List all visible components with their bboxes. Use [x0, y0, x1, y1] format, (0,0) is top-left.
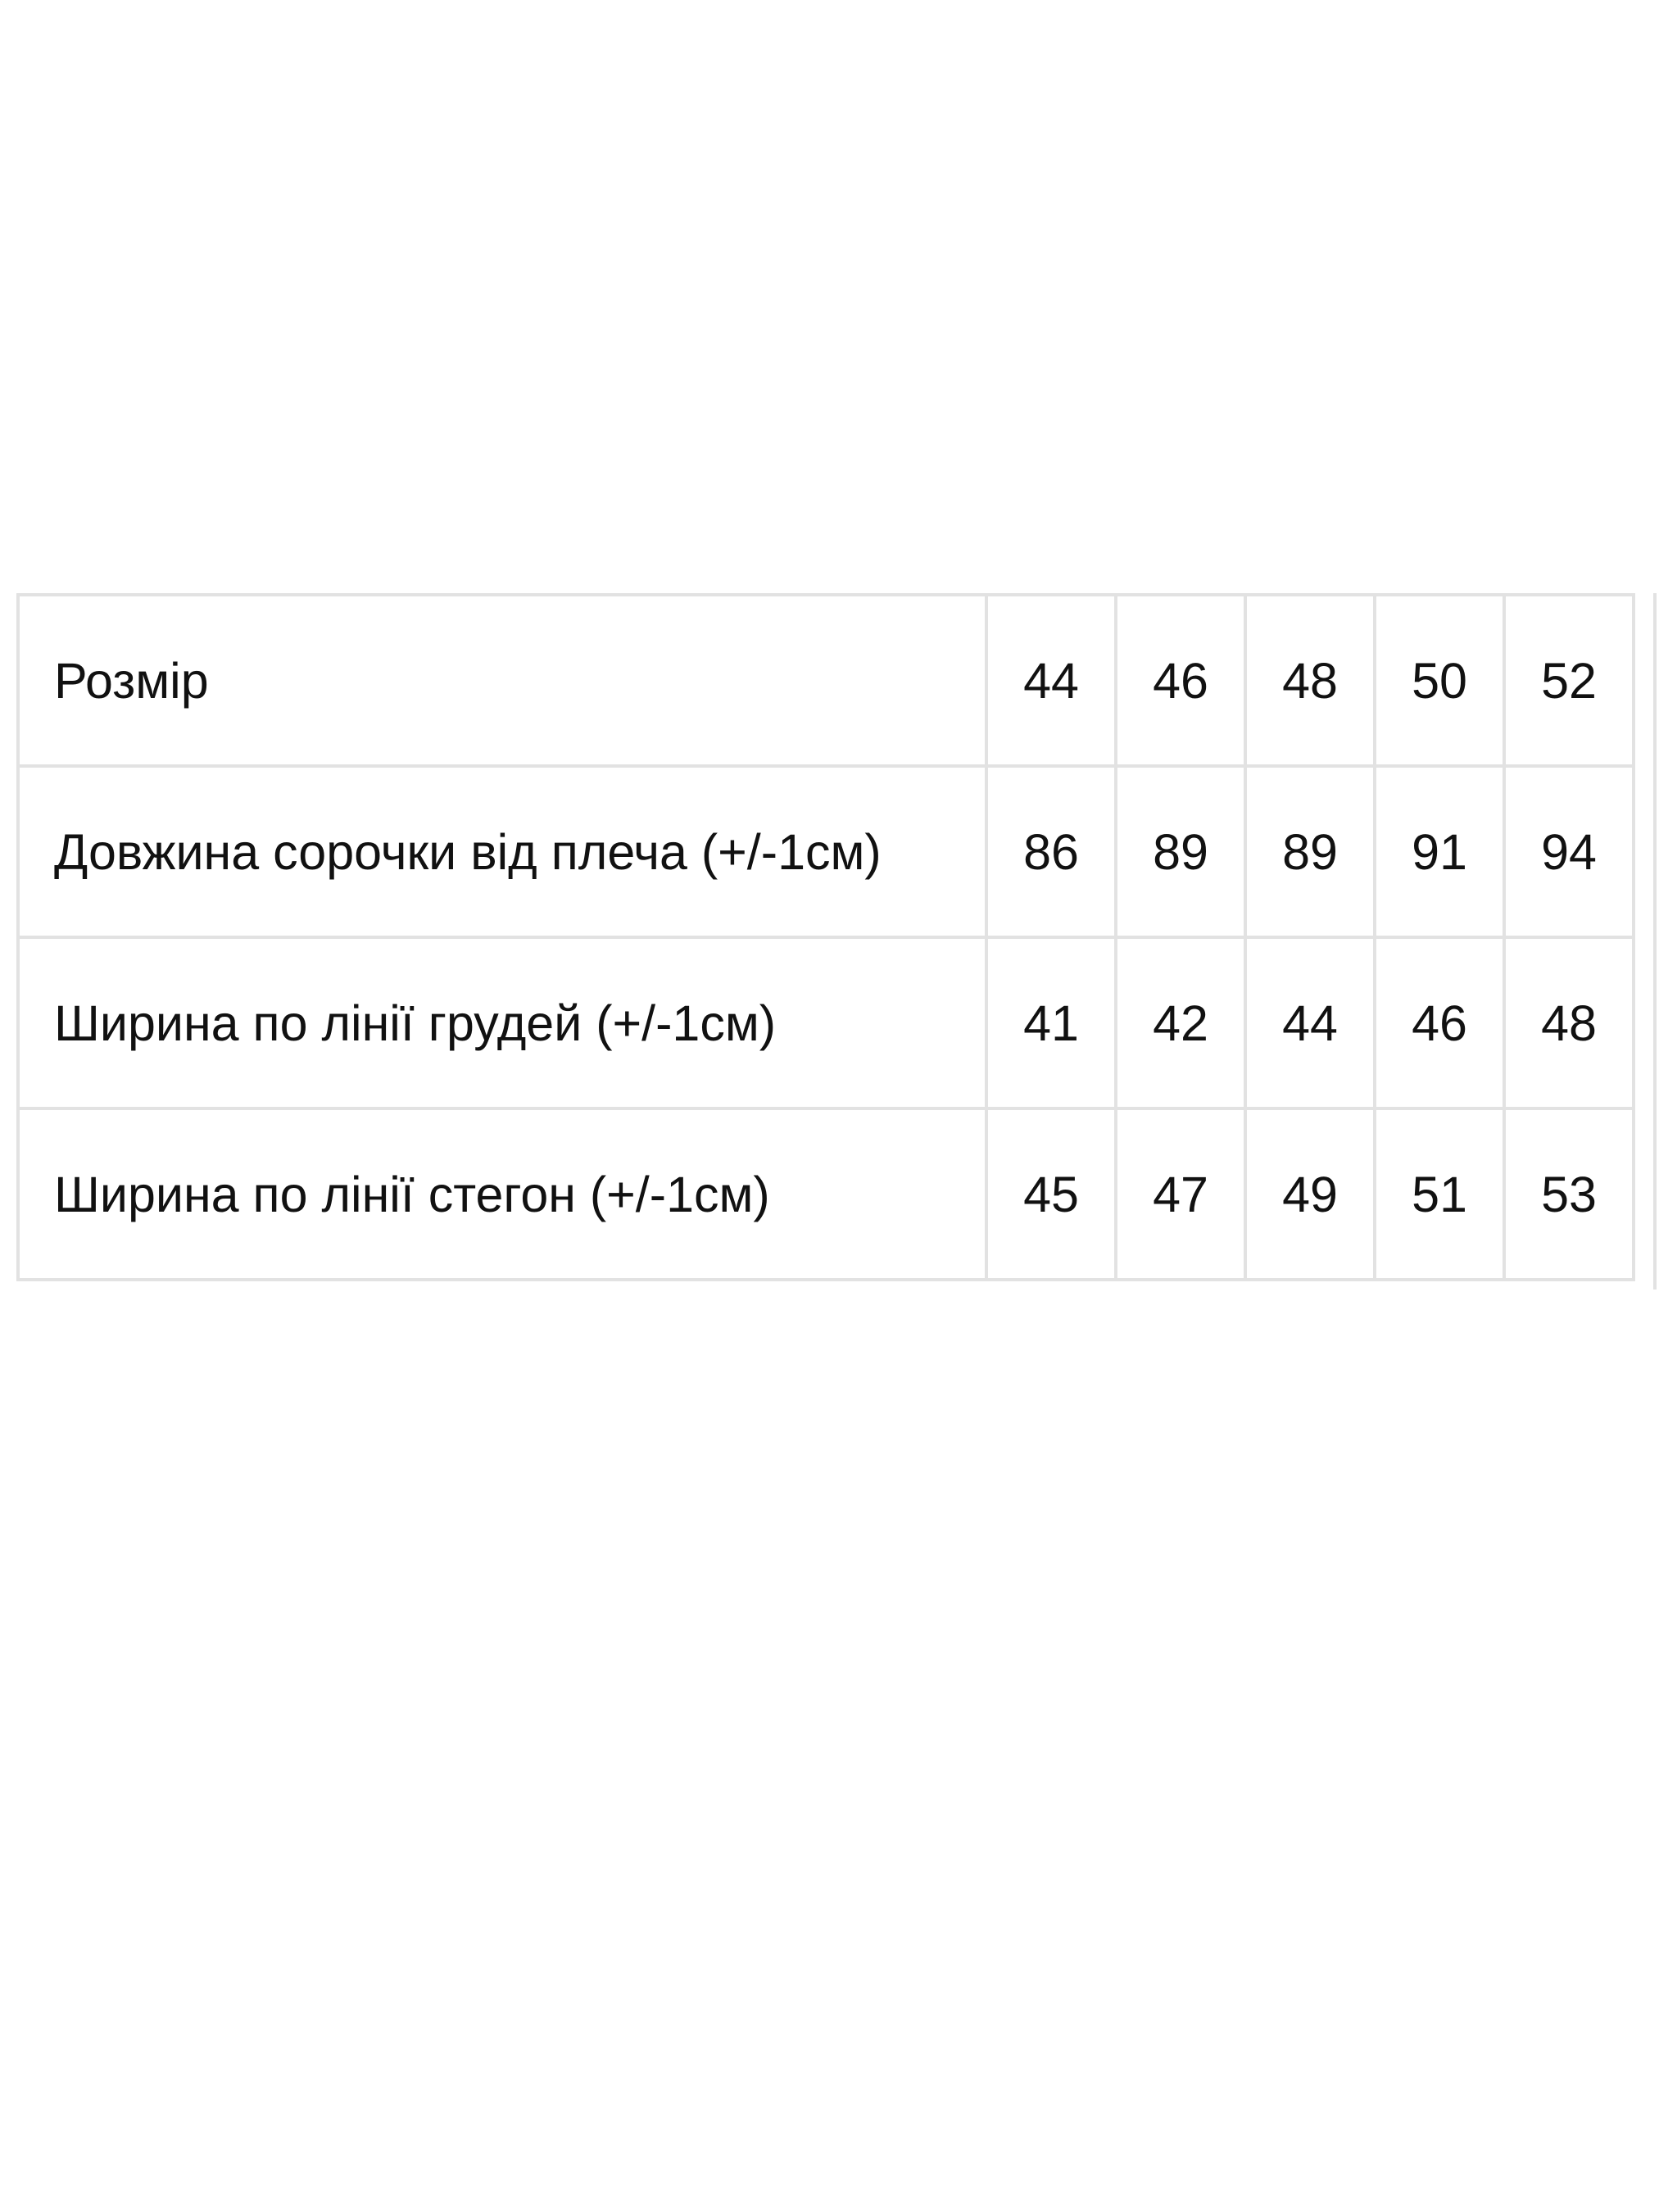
- measurement-cell: 53: [1503, 1107, 1635, 1281]
- header-row: Розмір 44 46 48 50 52: [16, 593, 1635, 768]
- measurement-cell: 94: [1503, 764, 1635, 939]
- row-label: Ширина по лінії стегон (+/-1см): [16, 1107, 988, 1281]
- size-header-cell: 52: [1503, 593, 1635, 768]
- measurement-cell: 51: [1373, 1107, 1506, 1281]
- size-header-cell: 46: [1114, 593, 1247, 768]
- row-label: Ширина по лінії грудей (+/-1см): [16, 936, 988, 1110]
- table-row: Ширина по лінії грудей (+/-1см) 41 42 44 46 4…: [16, 936, 1635, 1110]
- measurement-cell: 47: [1114, 1107, 1247, 1281]
- measurement-cell: 46: [1373, 936, 1506, 1110]
- table-row: Ширина по лінії стегон (+/-1см) 45 47 49 51 5…: [16, 1107, 1635, 1281]
- measurement-cell: 42: [1114, 936, 1247, 1110]
- table-row: Довжина сорочки від плеча (+/-1см) 86 89 89…: [16, 764, 1635, 939]
- table-edge-divider: [1653, 593, 1657, 1290]
- measurement-cell: 49: [1244, 1107, 1376, 1281]
- measurement-cell: 86: [985, 764, 1117, 939]
- row-label: Розмір: [16, 593, 988, 768]
- row-label: Довжина сорочки від плеча (+/-1см): [16, 764, 988, 939]
- size-header-cell: 50: [1373, 593, 1506, 768]
- measurement-cell: 48: [1503, 936, 1635, 1110]
- measurement-cell: 89: [1244, 764, 1376, 939]
- size-header-cell: 44: [985, 593, 1117, 768]
- measurement-cell: 44: [1244, 936, 1376, 1110]
- measurement-cell: 45: [985, 1107, 1117, 1281]
- measurement-cell: 89: [1114, 764, 1247, 939]
- measurement-cell: 41: [985, 936, 1117, 1110]
- size-table: Розмір 44 46 48 50 52 Довжина сорочки від плеч…: [16, 593, 1635, 1281]
- measurement-cell: 91: [1373, 764, 1506, 939]
- size-header-cell: 48: [1244, 593, 1376, 768]
